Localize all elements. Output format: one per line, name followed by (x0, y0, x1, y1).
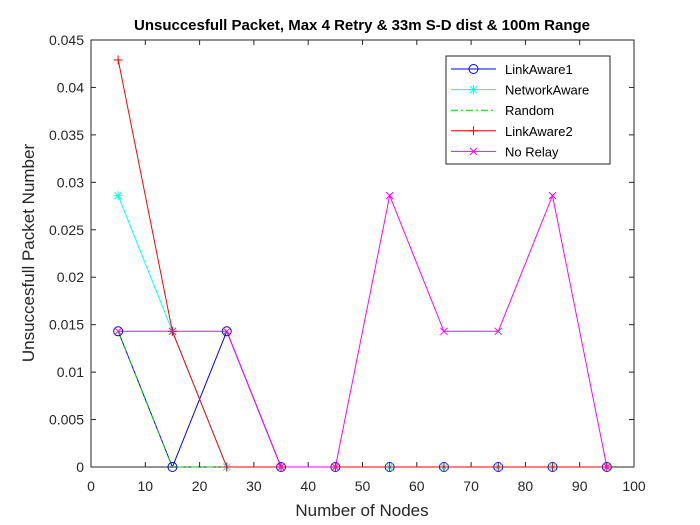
data-point-linkaware2 (493, 462, 503, 472)
series-line-linkaware2 (117, 59, 607, 468)
y-tick-label: 0.04 (57, 79, 84, 95)
x-axis-label: Number of Nodes (295, 501, 428, 520)
y-tick-label: 0.035 (49, 127, 84, 143)
legend-label-linkaware2: LinkAware2 (505, 124, 573, 139)
data-point-networkaware (113, 191, 123, 201)
legend-label-no-relay: No Relay (505, 144, 559, 159)
y-tick-label: 0 (76, 459, 84, 475)
data-point-no-relay (440, 327, 448, 336)
legend-label-linkaware1: LinkAware1 (505, 62, 573, 77)
x-tick-label: 20 (192, 478, 208, 494)
legend-marker-linkaware2 (469, 126, 478, 136)
series-markers (113, 55, 612, 472)
data-point-no-relay (168, 327, 177, 336)
x-tick-label: 60 (409, 478, 425, 494)
data-point-linkaware1 (113, 326, 124, 337)
x-tick-label: 0 (87, 478, 95, 494)
data-point-linkaware2 (439, 462, 449, 472)
data-point-no-relay (494, 327, 503, 336)
x-tick-label: 80 (518, 478, 534, 494)
legend-marker-linkaware1 (468, 64, 479, 74)
legend-box (445, 55, 611, 165)
data-point-no-relay (331, 463, 340, 471)
data-point-no-relay (385, 191, 394, 200)
y-tick-label: 0.005 (49, 412, 84, 428)
y-tick-label: 0.045 (49, 32, 84, 48)
legend-label-random: Random (505, 103, 554, 118)
data-point-no-relay (114, 327, 123, 336)
y-tick-label: 0.01 (57, 364, 84, 380)
legend-marker-no-relay (469, 147, 478, 156)
x-tick-label: 40 (300, 478, 316, 494)
data-point-no-relay (548, 191, 557, 200)
data-point-linkaware1 (167, 462, 178, 472)
axis-ticks: 0 10 20 30 40 50 60 70 80 90 100 0 0.005 0.01 0.015 0.0… (49, 32, 646, 494)
legend-label-networkaware: NetworkAware (505, 83, 589, 98)
data-point-linkaware1 (221, 326, 232, 337)
data-point-no-relay (277, 463, 285, 471)
data-point-linkaware2 (548, 462, 558, 472)
legend-marker-networkaware (469, 85, 478, 95)
chart-title: Unsuccesfull Packet, Max 4 Retry & 33m S… (134, 17, 590, 34)
data-point-linkaware2 (222, 462, 232, 472)
data-point-linkaware2 (113, 55, 123, 65)
x-tick-label: 30 (246, 478, 262, 494)
x-tick-label: 100 (622, 478, 646, 494)
y-tick-label: 0.02 (57, 269, 84, 285)
y-tick-label: 0.025 (49, 222, 84, 238)
y-tick-label: 0.03 (57, 174, 84, 190)
x-tick-label: 10 (138, 478, 154, 494)
y-tick-label: 0.015 (49, 317, 84, 333)
y-axis-label: Unsuccesfull Packet Number (19, 144, 38, 363)
series-line-no-relay (118, 193, 608, 468)
data-point-no-relay (602, 463, 611, 471)
x-tick-label: 50 (355, 478, 371, 494)
data-point-no-relay (222, 327, 231, 336)
x-tick-label: 70 (463, 478, 479, 494)
x-tick-label: 90 (572, 478, 588, 494)
series-lines (117, 59, 608, 469)
legend: LinkAware1 NetworkAware Random LinkAware2 No… (445, 55, 611, 165)
data-point-linkaware2 (385, 462, 395, 472)
